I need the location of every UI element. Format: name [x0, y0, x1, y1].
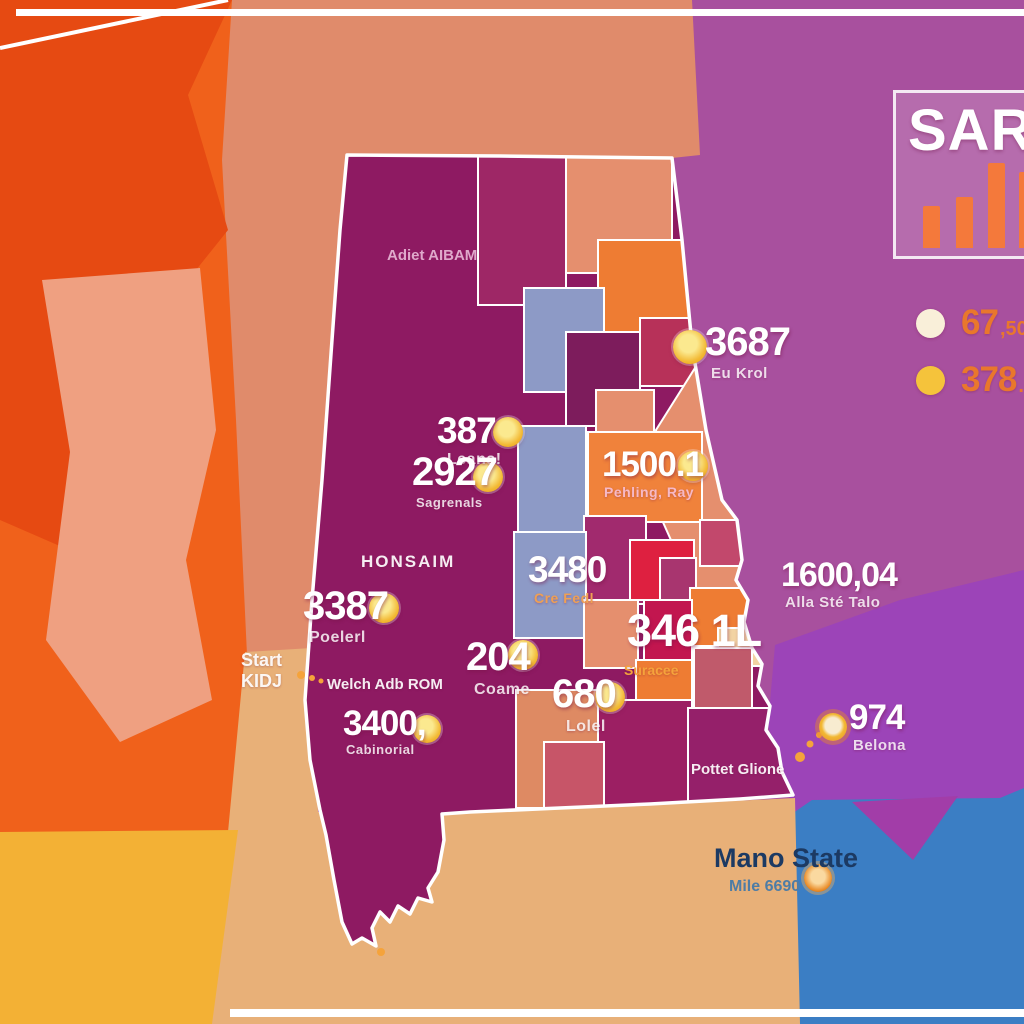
label-1600-sub: Alla Sté Talo: [785, 594, 881, 611]
label-1500-value: 1500.1: [602, 445, 704, 484]
label-3480-value: 3480: [528, 549, 607, 590]
label-204-value: 204: [466, 635, 531, 679]
label-1500: 1500.1 Pehling, Ray: [602, 445, 704, 500]
county: [583, 599, 639, 669]
map-marker-387[interactable]: [493, 417, 523, 447]
place-start-kidj-line1: Start: [241, 650, 283, 670]
label-3687-sub: Eu Krol: [711, 365, 768, 382]
label-3687: 3687 Eu Krol: [705, 320, 791, 382]
legend-bar-2: [956, 197, 973, 248]
label-974-value: 974: [849, 698, 905, 737]
label-346: 346 1L: [627, 605, 762, 656]
county: [477, 155, 567, 306]
county: [543, 741, 605, 811]
bottom-white-stripe: [230, 1009, 1024, 1017]
state-outline: [303, 153, 795, 948]
label-3387: 3387 Poelerl: [303, 584, 389, 646]
label-2927: 2927 Sagrenals: [412, 450, 498, 510]
label-3387-value: 3387: [303, 584, 389, 628]
place-mano-state-sub: Mile 6690: [729, 878, 801, 895]
map-marker-204[interactable]: [508, 640, 538, 670]
label-387-sub: Leans!: [447, 451, 502, 468]
map-marker-680[interactable]: [595, 682, 625, 712]
label-3480-sub: Cre Fedl: [534, 590, 595, 606]
dot-trail: [297, 671, 305, 679]
map-marker-mano[interactable]: [804, 864, 832, 892]
place-welch-adb-rom: Welch Adb ROM: [327, 676, 443, 693]
label-3400-sub: Cabinorial: [346, 742, 415, 757]
dot-trail: [309, 675, 315, 681]
label-3387-sub: Poelerl: [309, 629, 366, 646]
legend-value-2: 378: [961, 360, 1017, 399]
place-start-kidj-line2: KIDJ: [241, 671, 283, 691]
legend-bar-3: [988, 163, 1005, 248]
county: [687, 707, 793, 809]
map-marker-3400[interactable]: [413, 715, 441, 743]
legend-swatch-cream: [916, 308, 945, 338]
nw-diagonal-line: [0, 0, 229, 50]
region-purple-wedge: [852, 796, 958, 860]
county: [643, 599, 693, 663]
legend-value-1: 67: [961, 303, 999, 342]
place-start-kidj: Start KIDJ: [241, 650, 282, 692]
label-346-value: 346 1L: [627, 605, 762, 656]
region-golden-sw: [0, 830, 238, 1024]
place-suracee: Suracee: [624, 662, 679, 678]
label-3400: 3400, Cabinorial: [343, 704, 427, 757]
legend-bar-4: [1019, 172, 1024, 248]
map-marker-3687[interactable]: [673, 330, 707, 364]
place-mano-state: Mano State Mile 6690: [714, 843, 858, 896]
county: [693, 647, 753, 711]
label-2927-sub: Sagrenals: [416, 495, 483, 510]
top-white-stripe: [16, 9, 1024, 16]
label-204-sub: Coame: [474, 681, 530, 698]
label-3480: 3480 Cre Fedl: [528, 549, 607, 606]
label-3687-value: 3687: [705, 320, 791, 364]
county: [517, 425, 587, 535]
legend-title: SARA: [908, 98, 1024, 163]
map-marker-3387[interactable]: [369, 593, 399, 623]
dot-trail: [795, 752, 805, 762]
region-salmon-light-patch: [42, 268, 216, 742]
legend-suffix-1: ,508,0: [999, 317, 1024, 340]
label-1500-sub: Pehling, Ray: [604, 484, 695, 500]
label-3400-value: 3400,: [343, 704, 427, 743]
legend-bar-1: [923, 206, 940, 248]
map-marker-1500[interactable]: [678, 451, 708, 481]
region-salmon-upper: [220, 0, 700, 655]
dot-trail: [806, 740, 814, 748]
label-387-value: 387: [437, 410, 497, 451]
county: [513, 531, 587, 639]
map-marker-974[interactable]: [819, 713, 847, 741]
legend-suffix-2: .9TJ: [1018, 374, 1024, 397]
label-680: 680 Lolel: [552, 672, 617, 735]
dot-trail: [318, 678, 324, 684]
label-1600-value: 1600,04: [781, 556, 898, 594]
place-adiet-aibam: Adiet AIBAM: [387, 247, 478, 264]
place-honsaim: HONSAIM: [361, 552, 456, 571]
label-680-value: 680: [552, 672, 617, 716]
county: [699, 519, 743, 567]
legend-box: SARA: [893, 90, 1024, 259]
map-marker-2927[interactable]: [473, 462, 503, 492]
label-974-sub: Belona: [853, 737, 907, 754]
place-mano-state-title: Mano State: [714, 843, 859, 873]
place-pottet-glione: Pottet Glione: [691, 761, 785, 778]
legend-swatch-gold: [916, 365, 945, 395]
dot-trail: [377, 948, 385, 956]
region-blue-southeast: [780, 788, 1024, 1024]
legend-item-1: 67 ,508,0: [916, 303, 1024, 343]
label-204: 204 Coame: [466, 635, 531, 698]
label-2927-value: 2927: [412, 450, 498, 494]
label-974: 974 Belona: [849, 700, 906, 753]
label-387: 387 Leans!: [437, 412, 502, 468]
label-680-sub: Lolel: [566, 718, 606, 735]
label-1600: 1600,04 Alla Sté Talo: [781, 556, 898, 611]
legend-item-2: 378 .9TJ: [916, 360, 1024, 400]
